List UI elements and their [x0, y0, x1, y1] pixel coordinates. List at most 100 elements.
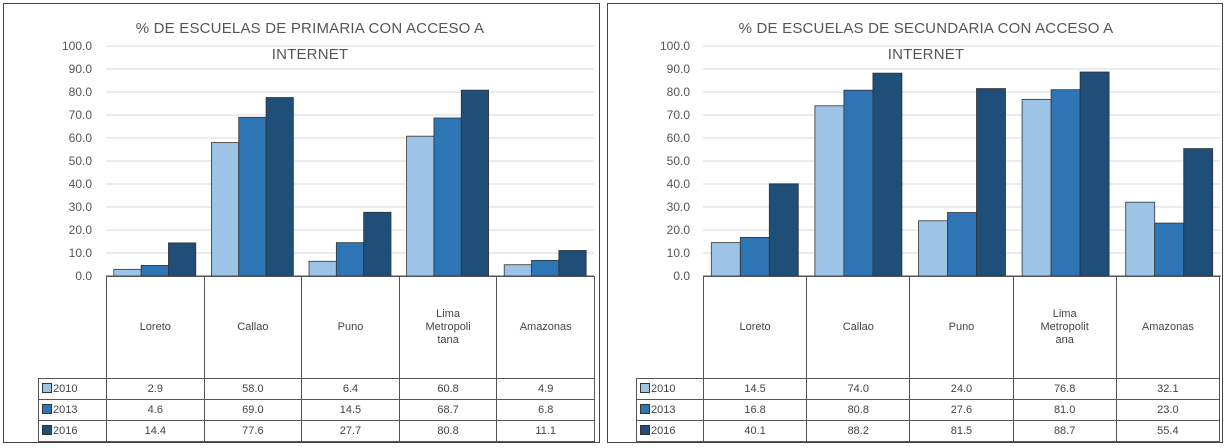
bar-2016-lima-metropolitana — [460, 89, 489, 277]
category-label-line: Lima — [1052, 308, 1077, 320]
chart-title-line-1: % DE ESCUELAS DE SECUNDARIA CON ACCESO A — [738, 20, 1114, 37]
legend-entry: 2016 — [636, 420, 704, 442]
primaria-chart-panel: 100.0 90.0 80.0 70.0 60.0 50.0 40.0 30.0 20.0 10.… — [3, 3, 600, 443]
bar-2013-callao — [238, 116, 267, 277]
category-header-cell: Puno — [301, 276, 400, 379]
y-tick-label: 50.0 — [667, 154, 691, 168]
data-label: 81.5 — [909, 420, 1014, 442]
legend-swatch — [640, 424, 650, 435]
bar-2016-amazonas — [558, 250, 587, 277]
y-tick-label: 60.0 — [69, 131, 93, 145]
data-label: 27.7 — [301, 420, 400, 442]
category-header-cell: Amazonas — [1115, 276, 1221, 379]
category-label-line: Amazonas — [519, 321, 572, 333]
bar-2013-loreto — [739, 236, 770, 277]
primaria-chart-plot: 100.0 90.0 80.0 70.0 60.0 50.0 40.0 30.0 20.0 10.… — [62, 39, 594, 283]
data-label: 80.8 — [806, 399, 911, 421]
category-header-cell: Callao — [203, 276, 303, 379]
bar-2010-loreto — [113, 268, 142, 277]
y-tick-label: 10.0 — [69, 246, 93, 260]
bar-2016-callao — [265, 97, 294, 277]
bar-2010-amazonas — [1125, 201, 1156, 277]
bar-2016-puno — [976, 88, 1006, 277]
data-label: 74.0 — [806, 378, 911, 400]
y-tick-label: 100.0 — [660, 39, 690, 53]
category-label-line: ana — [1055, 334, 1074, 346]
category-label-line: Amazonas — [1141, 321, 1194, 333]
data-label: 80.8 — [398, 420, 498, 442]
y-tick-label: 50.0 — [69, 154, 93, 168]
legend-series-name: 2013 — [651, 403, 676, 416]
y-tick-label: 10.0 — [667, 246, 691, 260]
y-tick-label: 100.0 — [62, 39, 92, 53]
bar-2010-amazonas — [503, 264, 532, 277]
table-row: 2016 14.4 77.6 27.7 80.8 11.1 — [38, 420, 595, 442]
data-label: 32.1 — [1115, 378, 1221, 400]
bar-2010-lima-metropolitana — [1021, 98, 1052, 277]
y-tick-label: 80.0 — [69, 85, 93, 99]
bar-2013-lima-metropolitana — [433, 117, 462, 277]
legend-series-name: 2016 — [53, 424, 78, 437]
table-row: 2016 40.1 88.2 81.5 88.7 55.4 — [636, 420, 1221, 442]
y-tick-label: 70.0 — [667, 108, 691, 122]
bar-2010-lima-metropolitana — [406, 135, 435, 277]
legend-entry: 2013 — [636, 399, 704, 421]
chart-title-line-1: % DE ESCUELAS DE PRIMARIA CON ACCESO A — [135, 20, 485, 37]
y-tick-label: 40.0 — [667, 177, 691, 191]
data-label: 4.9 — [496, 378, 595, 400]
legend-series-name: 2013 — [53, 403, 78, 416]
bar-2010-puno — [308, 260, 337, 277]
category-header-cell: Amazonas — [496, 276, 595, 379]
data-label: 88.2 — [806, 420, 911, 442]
bar-2016-loreto — [768, 183, 799, 277]
data-label: 68.7 — [398, 399, 498, 421]
category-header-cell: Callao — [806, 276, 911, 379]
table-corner-blank — [38, 276, 107, 379]
legend-series-name: 2016 — [651, 424, 676, 437]
data-label: 76.8 — [1012, 378, 1117, 400]
category-header-cell: Loreto — [702, 276, 808, 379]
table-row: 2010 2.9 58.0 6.4 60.8 4.9 — [38, 378, 595, 400]
data-label: 23.0 — [1115, 399, 1221, 421]
bar-2016-puno — [363, 211, 392, 277]
legend-series-name: 2010 — [651, 382, 676, 395]
legend-swatch — [640, 382, 650, 393]
data-label: 14.4 — [106, 420, 205, 442]
data-label: 77.6 — [203, 420, 303, 442]
category-label-line: tana — [437, 334, 459, 346]
table-row: 2010 14.5 74.0 24.0 76.8 32.1 — [636, 378, 1221, 400]
chart-title-line-2: INTERNET — [271, 46, 349, 63]
legend-swatch — [42, 403, 52, 414]
y-tick-label: 60.0 — [667, 131, 691, 145]
category-label-line: Loreto — [739, 321, 771, 333]
y-tick-label: 70.0 — [69, 108, 93, 122]
bar-2013-puno — [947, 212, 977, 277]
bar-2013-amazonas — [531, 259, 560, 277]
legend-series-name: 2010 — [53, 382, 78, 395]
data-label: 40.1 — [702, 420, 808, 442]
secundaria-chart-panel: 100.0 90.0 80.0 70.0 60.0 50.0 40.0 30.0 20.0 10.… — [607, 3, 1223, 443]
table-row: 2013 16.8 80.8 27.6 81.0 23.0 — [636, 399, 1221, 421]
data-label: 6.4 — [301, 378, 400, 400]
data-label: 88.7 — [1012, 420, 1117, 442]
data-label: 4.6 — [106, 399, 205, 421]
data-label: 24.0 — [909, 378, 1014, 400]
legend-swatch — [42, 424, 52, 435]
category-label-line: Lima — [436, 308, 460, 320]
category-label-line: Metropolit — [1040, 321, 1089, 333]
category-label-line: Puno — [337, 321, 364, 333]
category-label-line: Loreto — [139, 321, 171, 333]
data-label: 14.5 — [702, 378, 808, 400]
secundaria-data-table: Loreto Callao Puno Lima Metropolit ana Amazona… — [636, 276, 1221, 442]
data-label: 6.8 — [496, 399, 595, 421]
category-label-line: Puno — [948, 321, 975, 333]
bar-2016-loreto — [168, 242, 197, 277]
legend-entry: 2010 — [636, 378, 704, 400]
category-label-line: Callao — [237, 321, 269, 333]
bar-2010-callao — [814, 105, 845, 277]
bar-2016-callao — [872, 72, 903, 277]
bar-2010-loreto — [710, 242, 741, 277]
legend-swatch — [42, 382, 52, 393]
bar-2013-puno — [335, 242, 365, 277]
